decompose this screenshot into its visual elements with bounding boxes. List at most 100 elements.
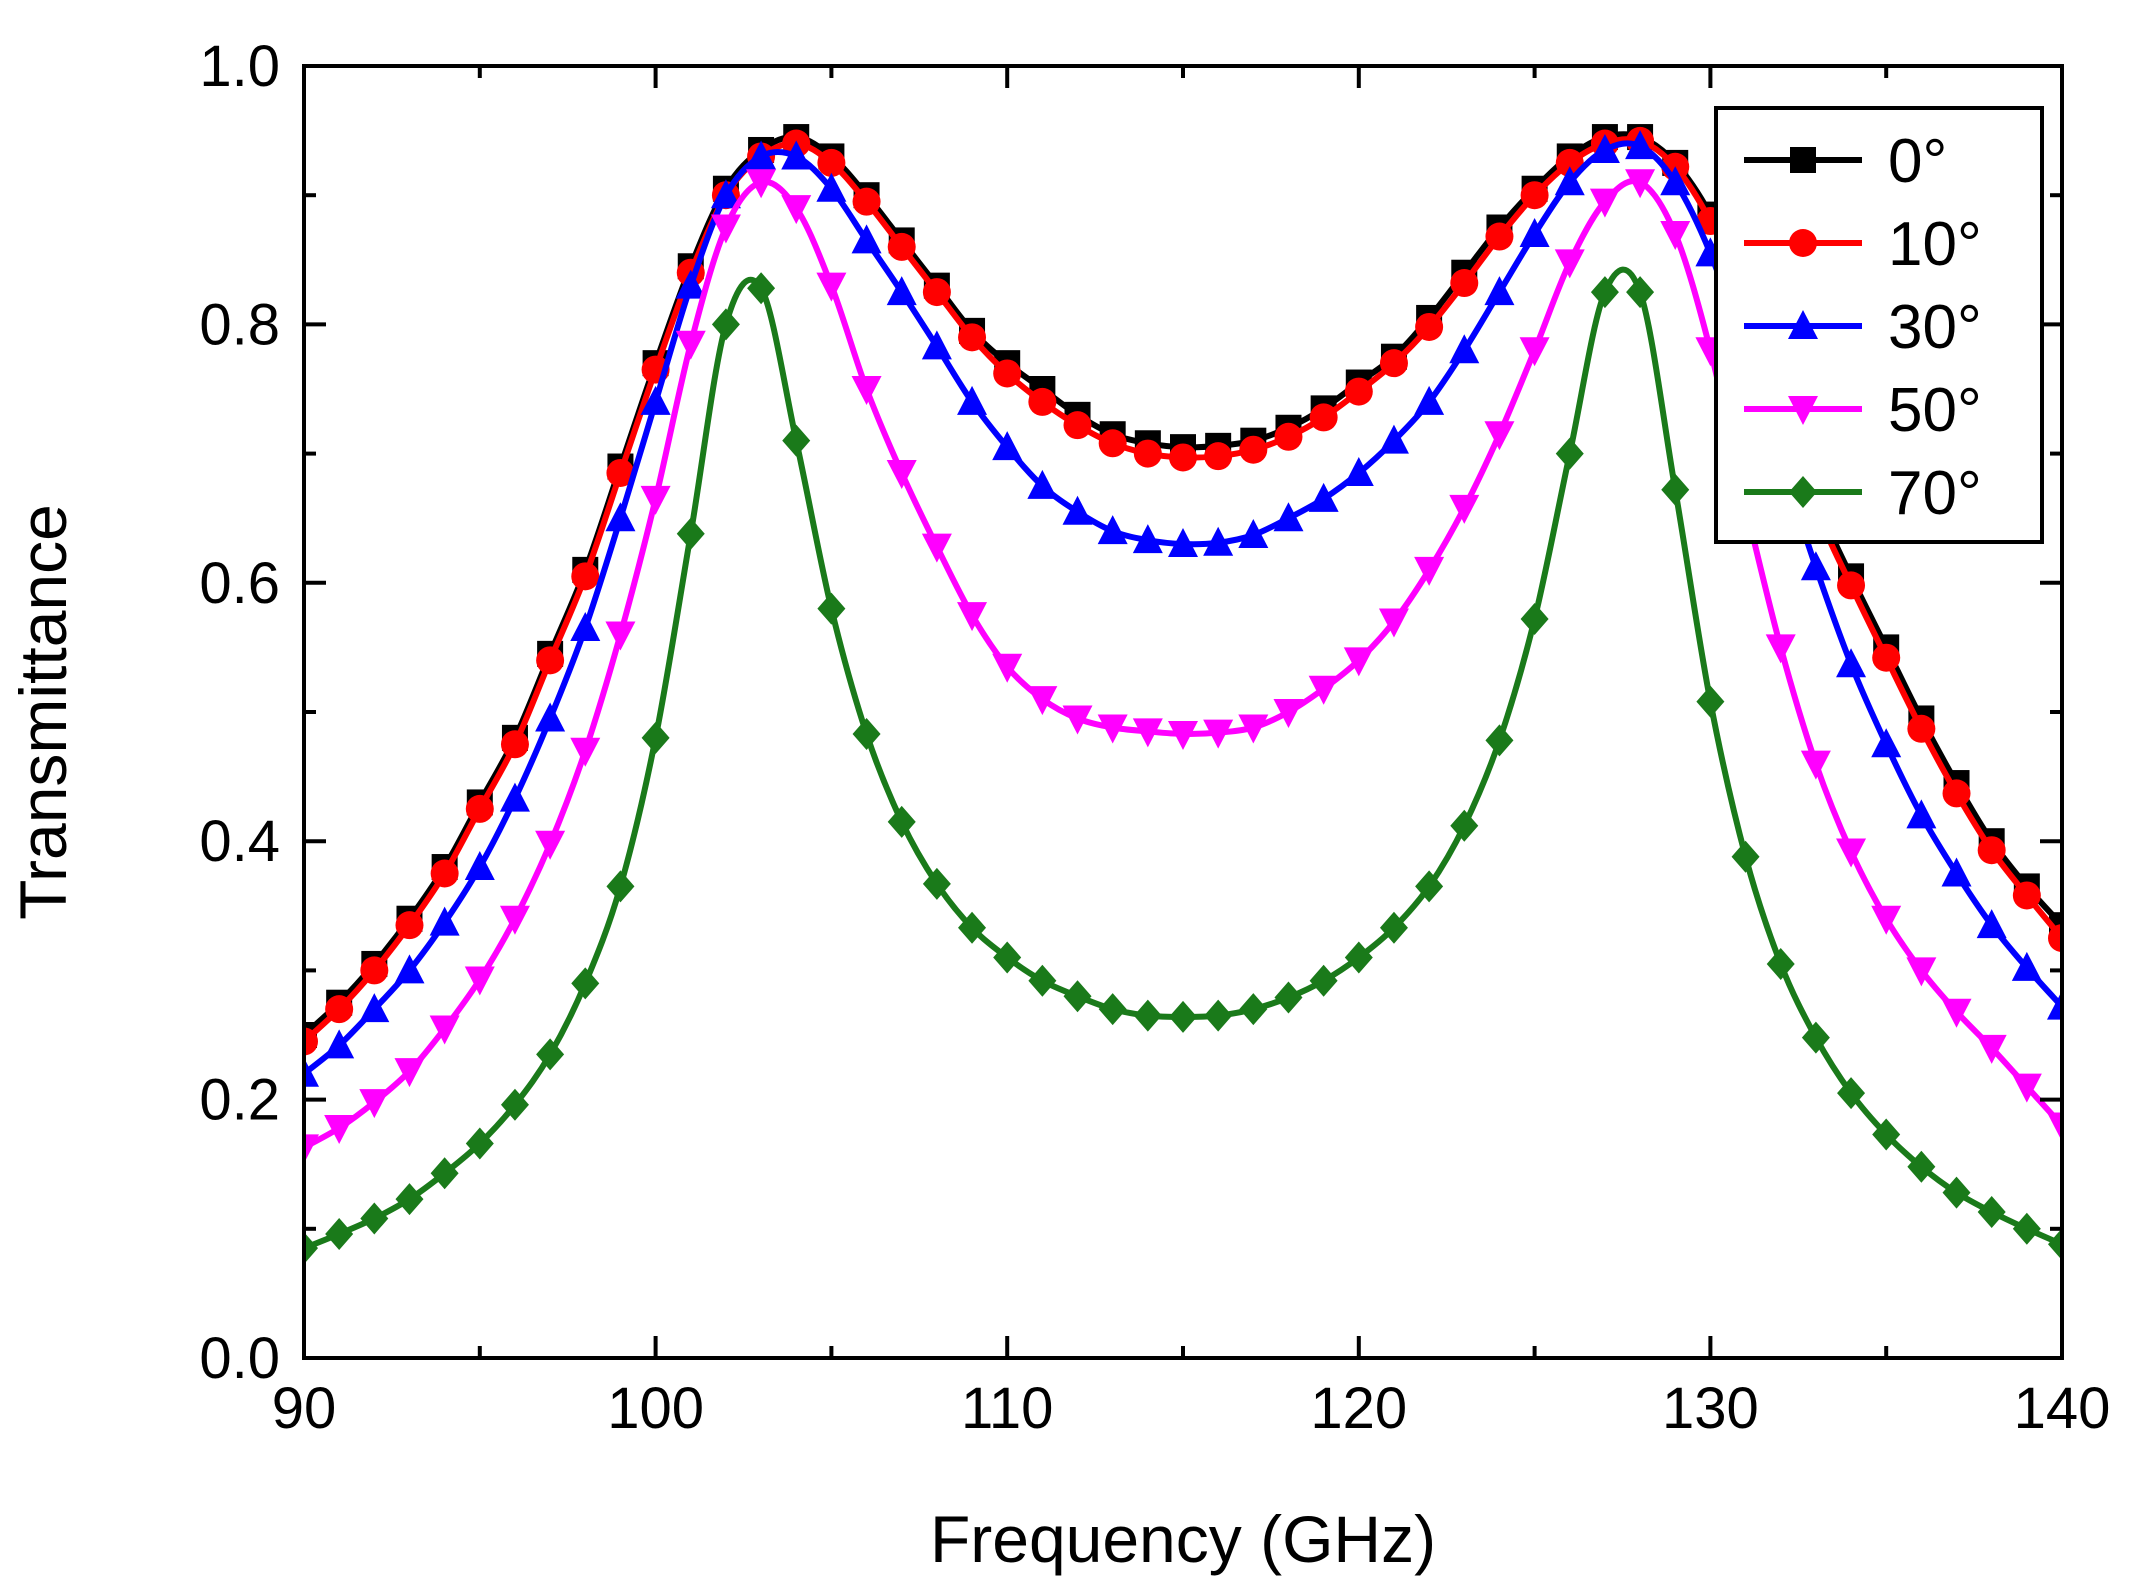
data-point	[1942, 1176, 1971, 1209]
data-point	[499, 782, 530, 812]
data-point	[1555, 437, 1584, 470]
data-point	[570, 612, 601, 642]
data-point	[1239, 435, 1268, 464]
data-point	[993, 359, 1022, 388]
data-point	[1801, 1021, 1830, 1054]
data-point	[675, 330, 706, 360]
data-point	[781, 195, 812, 225]
data-point	[1942, 779, 1971, 808]
y-tick-label: 0.8	[199, 292, 280, 357]
data-point	[464, 966, 495, 996]
data-point	[1063, 980, 1092, 1013]
data-point	[1308, 675, 1339, 705]
legend-marker	[1790, 147, 1816, 173]
data-point	[852, 717, 881, 750]
data-point	[1414, 385, 1445, 415]
data-point	[2048, 1228, 2062, 1261]
x-tick-label: 90	[272, 1376, 337, 1441]
series-3	[304, 169, 2062, 1164]
x-tick-label: 140	[2014, 1376, 2111, 1441]
data-point	[1976, 1034, 2007, 1064]
data-point	[1766, 947, 1795, 980]
data-point	[1063, 411, 1092, 440]
data-point	[746, 140, 777, 170]
y-tick-label: 0.2	[199, 1068, 280, 1133]
data-point	[851, 224, 882, 254]
data-point	[1344, 377, 1373, 406]
y-tick-label: 0.6	[199, 551, 280, 616]
data-point	[304, 1057, 319, 1087]
data-point	[1204, 999, 1233, 1032]
x-tick-label: 100	[607, 1376, 704, 1441]
data-point	[606, 458, 635, 487]
data-point	[304, 1027, 318, 1056]
data-point	[1941, 998, 1972, 1028]
data-point	[2012, 881, 2041, 910]
data-point	[1133, 439, 1162, 468]
data-point	[1238, 714, 1269, 744]
y-tick-label: 1.0	[199, 34, 280, 99]
data-point	[1837, 571, 1866, 600]
data-point	[1519, 337, 1550, 367]
data-point	[886, 276, 917, 306]
data-point	[500, 1088, 529, 1121]
data-point	[1132, 718, 1163, 748]
data-point	[817, 148, 846, 177]
data-point	[781, 140, 812, 170]
data-point	[1485, 222, 1514, 251]
data-point	[535, 702, 566, 732]
data-point	[1450, 269, 1479, 298]
data-point	[993, 941, 1022, 974]
data-point	[640, 485, 671, 515]
data-point	[887, 805, 916, 838]
data-point	[1378, 608, 1409, 638]
data-point	[605, 621, 636, 651]
data-point	[1097, 515, 1128, 545]
data-point	[1520, 602, 1549, 635]
legend-label: 70°	[1888, 459, 1982, 528]
data-point	[921, 533, 952, 563]
data-point	[499, 905, 530, 935]
data-point	[1309, 964, 1338, 997]
data-point	[1836, 648, 1867, 678]
data-point	[817, 592, 846, 625]
data-point	[1343, 647, 1374, 677]
data-point	[958, 323, 987, 352]
data-point	[606, 870, 635, 903]
data-point	[711, 308, 740, 341]
data-point	[1554, 166, 1585, 196]
y-tick-label: 0.0	[199, 1326, 280, 1391]
y-tick-label: 0.4	[199, 809, 280, 874]
data-point	[1238, 518, 1269, 548]
data-point	[1907, 1150, 1936, 1183]
data-point	[429, 1015, 460, 1045]
data-point	[536, 1038, 565, 1071]
data-point	[1765, 634, 1796, 664]
data-point	[1941, 857, 1972, 887]
data-point	[535, 830, 566, 860]
data-point	[782, 424, 811, 457]
data-point	[359, 1089, 390, 1119]
data-point	[500, 730, 529, 759]
legend-label: 0°	[1888, 127, 1947, 196]
data-point	[1169, 1000, 1197, 1033]
data-point	[325, 995, 354, 1024]
data-point	[1309, 403, 1338, 432]
legend-marker	[1788, 310, 1818, 339]
data-point	[1626, 276, 1655, 309]
data-point	[1062, 705, 1093, 735]
data-point	[1625, 130, 1656, 160]
data-point	[1274, 981, 1303, 1014]
data-point	[886, 459, 917, 489]
data-point	[1379, 911, 1408, 944]
x-axis-title: Frequency (GHz)	[930, 1502, 1436, 1576]
x-tick-label: 130	[1662, 1376, 1759, 1441]
data-point	[1907, 714, 1936, 743]
data-point	[1168, 720, 1198, 750]
data-point	[464, 851, 495, 881]
data-point	[1028, 387, 1057, 416]
data-point	[1554, 249, 1585, 279]
data-point	[571, 562, 600, 591]
data-point	[1414, 556, 1445, 586]
data-point	[1308, 482, 1339, 512]
